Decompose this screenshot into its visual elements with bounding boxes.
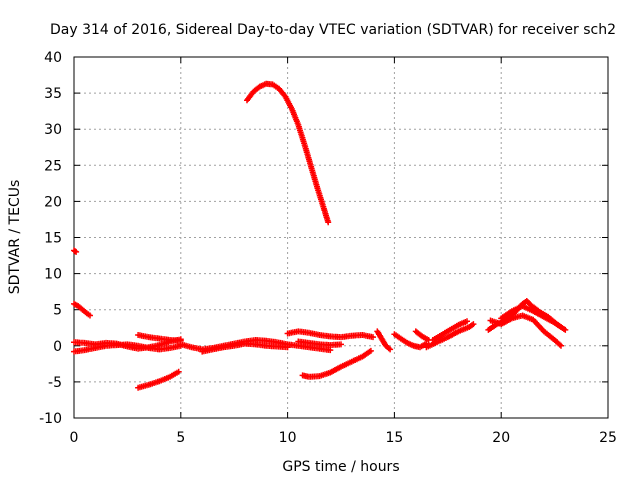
x-tick-label-1: 5 [176,430,185,446]
series-arc-10 [284,328,376,341]
x-tick-label-0: 0 [70,430,79,446]
series-arc-06 [135,368,182,391]
data-point-630 [464,318,470,325]
y-tick-label-5: 15 [44,231,62,247]
data-point-419 [325,219,332,226]
x-tick-label-4: 20 [492,430,510,446]
data-point-185 [175,368,182,375]
x-tick-label-3: 15 [385,430,403,446]
data-point-2 [73,248,80,255]
data-point-14 [87,312,93,319]
grid-lines [74,57,608,418]
series-arc-19 [487,312,564,349]
series-arc-11 [299,347,374,380]
y-tick-label-2: 0 [53,339,62,355]
y-tick-label-3: 5 [53,303,62,319]
x-tick-label-2: 10 [279,430,297,446]
y-tick-label-1: -5 [48,375,62,391]
series-arc-17 [429,318,470,343]
series-arc-13 [374,328,394,353]
data-point-510 [367,347,374,354]
data-point-609 [470,321,477,328]
data-point-731 [558,342,564,349]
series-arc-01 [71,247,80,255]
series-arc-20 [498,303,564,330]
y-tick-label-9: 35 [44,86,62,102]
data-points [71,80,569,391]
series-arc-08 [199,340,291,355]
series-arc-12 [295,338,344,349]
axis-ticks: 0 5 10 15 20 25 -10 -5 0 5 10 15 20 25 30 35 40 [39,50,617,446]
series-arc-09 [244,80,332,226]
data-point-319 [284,344,291,351]
data-point-685 [562,326,569,333]
data-point-535 [338,341,344,348]
y-tick-label-0: -10 [39,411,62,427]
series-arc-15 [412,328,432,343]
data-point-769 [558,324,564,330]
series-arc-02 [71,300,93,319]
y-tick-label-7: 25 [44,158,62,174]
x-axis-label: GPS time / hours [282,459,399,475]
y-tick-label-8: 30 [44,122,62,138]
y-tick-label-6: 20 [44,194,62,210]
x-tick-label-5: 25 [599,430,617,446]
chart-title: Day 314 of 2016, Sidereal Day-to-day VTE… [50,22,616,38]
data-point-549 [387,346,394,353]
series-arc-05 [135,332,184,344]
y-axis-label: SDTVAR / TECUs [7,180,23,295]
data-point-468 [370,334,376,341]
y-tick-label-10: 40 [44,50,62,66]
y-tick-label-4: 10 [44,267,62,283]
